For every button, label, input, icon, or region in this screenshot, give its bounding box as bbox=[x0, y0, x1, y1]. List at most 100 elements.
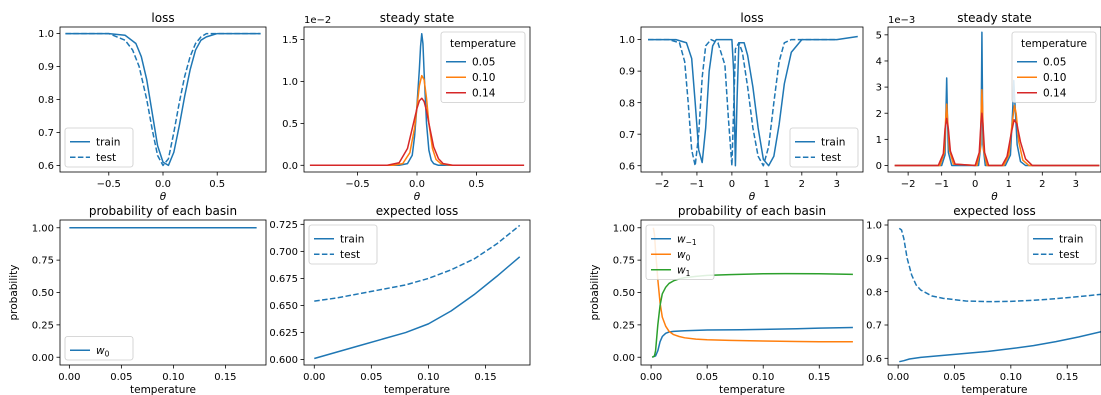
legend-label: train bbox=[821, 137, 845, 149]
series-line-0 bbox=[651, 326, 853, 358]
legend-label: test bbox=[340, 249, 360, 261]
legend-label: train bbox=[1059, 234, 1083, 246]
x-tick-label: −1 bbox=[934, 179, 949, 190]
x-tick-label: 0.00 bbox=[887, 372, 909, 383]
x-tick-label: 0.5 bbox=[469, 179, 485, 190]
series-line-1 bbox=[314, 224, 521, 302]
y-axis-label: probability bbox=[589, 264, 601, 320]
chart-title: loss bbox=[151, 11, 174, 25]
y-tick-label: 1.5 bbox=[282, 35, 298, 46]
series-group bbox=[647, 35, 858, 167]
chart-steady-left: −0.5 0.0 0.5 0.0 0.5 1.0 1.5 steady state θ 1e−2 t… bbox=[282, 11, 531, 203]
y-tick-label: 0.25 bbox=[613, 320, 635, 331]
legend: train test bbox=[789, 127, 859, 168]
series-line-1 bbox=[65, 32, 261, 167]
y-tick-label: 0.7 bbox=[38, 128, 54, 139]
x-tick-label: 0.15 bbox=[214, 372, 236, 383]
x-tick-label: 0.15 bbox=[474, 372, 496, 383]
y-tick-label: 0.75 bbox=[32, 256, 54, 267]
y-tick-label: 0.600 bbox=[269, 355, 298, 366]
y-tick-label: 0.50 bbox=[613, 288, 635, 299]
series-group bbox=[898, 227, 1101, 363]
y-tick-label: 0.50 bbox=[32, 288, 54, 299]
y-tick-label: 1.00 bbox=[613, 223, 635, 234]
x-tick-label: 2 bbox=[1039, 179, 1045, 190]
y-tick-label: 0 bbox=[876, 161, 882, 172]
y-tick-label: 0.9 bbox=[866, 254, 882, 265]
y-tick-label: 0.7 bbox=[619, 130, 635, 141]
y-tick-label: 0.00 bbox=[32, 353, 54, 364]
y-tick-label: 0.675 bbox=[269, 274, 298, 285]
x-axis-label: θ bbox=[991, 191, 998, 203]
chart-steady-right: −2 −1 0 1 2 3 0 1 2 3 4 5 steady state θ 1e−3 temperatu… bbox=[876, 11, 1101, 203]
x-axis-label: θ bbox=[749, 191, 756, 203]
y-tick-label: 0.5 bbox=[282, 119, 298, 130]
legend-box bbox=[440, 31, 526, 103]
x-tick-label: 0 bbox=[972, 179, 978, 190]
chart-loss-left: −0.5 0.0 0.5 0.6 0.7 0.8 0.9 1.0 loss θ train test bbox=[38, 11, 267, 203]
x-tick-label: 0.05 bbox=[696, 372, 718, 383]
legend-label: w−1 bbox=[677, 234, 697, 248]
axes-frame bbox=[303, 219, 531, 366]
x-tick-label: 0.05 bbox=[943, 372, 965, 383]
legend-label: w0 bbox=[96, 345, 110, 359]
legend-title: temperature bbox=[1021, 38, 1087, 50]
y-tick-label: 0.6 bbox=[38, 161, 54, 172]
x-tick-label: −2 bbox=[655, 179, 670, 190]
legend-label: test bbox=[821, 152, 841, 164]
chart-prob-right: 0.00 0.05 0.10 0.15 0.00 0.25 0.50 0.75 1.00 prob… bbox=[589, 204, 864, 395]
y-tick-label: 0.8 bbox=[619, 98, 635, 109]
x-tick-label: 1 bbox=[764, 179, 770, 190]
y-tick-label: 0.6 bbox=[619, 161, 635, 172]
x-tick-label: 3 bbox=[1073, 179, 1079, 190]
series-group bbox=[894, 31, 1100, 167]
y-tick-label: 0.9 bbox=[38, 62, 54, 73]
y-tick-label: 0.75 bbox=[613, 256, 635, 267]
y-tick-label: 0.00 bbox=[613, 353, 635, 364]
x-axis-label: temperature bbox=[130, 384, 196, 395]
series-line-0 bbox=[899, 330, 1101, 363]
y-tick-label: 1.0 bbox=[866, 221, 882, 232]
y-tick-label: 0.8 bbox=[866, 287, 882, 298]
y-axis-label: probability bbox=[8, 264, 20, 320]
y-tick-label: 0.7 bbox=[866, 321, 882, 332]
x-tick-label: 2 bbox=[799, 179, 805, 190]
x-tick-label: 0.05 bbox=[110, 372, 132, 383]
x-tick-label: −2 bbox=[901, 179, 916, 190]
y-tick-label: 1.0 bbox=[619, 35, 635, 46]
x-tick-label: 0.00 bbox=[303, 372, 325, 383]
x-tick-label: 0.00 bbox=[58, 372, 80, 383]
chart-title: probability of each basin bbox=[678, 204, 826, 218]
series-line-2 bbox=[309, 97, 525, 167]
series-line-2 bbox=[894, 112, 1100, 167]
legend-label: 0.10 bbox=[472, 72, 495, 84]
legend: w0 bbox=[64, 336, 134, 361]
y-tick-label: 1.0 bbox=[38, 29, 54, 40]
x-tick-label: 0.10 bbox=[1000, 372, 1022, 383]
series-line-1 bbox=[894, 88, 1100, 167]
legend-label: train bbox=[340, 234, 364, 246]
series-line-0 bbox=[314, 256, 521, 360]
series-group bbox=[314, 224, 521, 360]
y-tick-label: 0.25 bbox=[32, 320, 54, 331]
legend-label: 0.10 bbox=[1043, 72, 1066, 84]
legend-label: w1 bbox=[677, 265, 691, 279]
x-tick-label: −0.5 bbox=[97, 179, 121, 190]
chart-title: probability of each basin bbox=[89, 204, 237, 218]
y-tick-label: 2 bbox=[876, 109, 882, 120]
y-tick-label: 0.6 bbox=[866, 354, 882, 365]
legend-box bbox=[64, 336, 134, 361]
y-tick-label: 0.625 bbox=[269, 328, 298, 339]
y-tick-label: 1 bbox=[876, 135, 882, 146]
y-tick-label: 0.650 bbox=[269, 301, 298, 312]
legend-label: w0 bbox=[677, 249, 691, 263]
y-tick-label: 0.9 bbox=[619, 67, 635, 78]
x-tick-label: 0 bbox=[729, 179, 735, 190]
series-line-1 bbox=[898, 227, 1101, 303]
legend: train test bbox=[308, 224, 378, 265]
legend-label: train bbox=[96, 137, 120, 149]
y-tick-label: 5 bbox=[876, 30, 882, 41]
x-tick-label: 1 bbox=[1006, 179, 1012, 190]
chart-prob-left: 0.00 0.05 0.10 0.15 0.00 0.25 0.50 0.75 1.00 prob… bbox=[8, 204, 267, 395]
x-axis-label: temperature bbox=[719, 384, 785, 395]
